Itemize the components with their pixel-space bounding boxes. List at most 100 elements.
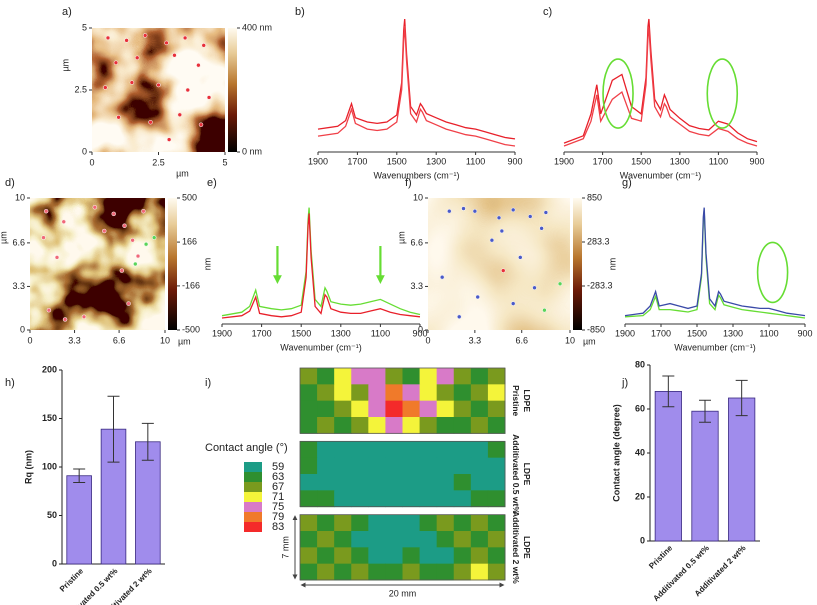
contour-cell bbox=[487, 531, 506, 548]
contour-cell bbox=[368, 474, 386, 491]
contour-cell bbox=[470, 384, 489, 402]
y-axis-label: µm bbox=[60, 59, 70, 72]
x-tick-label: 0 bbox=[425, 335, 430, 345]
contour-cell bbox=[317, 417, 335, 434]
colorbar-tick-label: 500 bbox=[182, 192, 197, 202]
contour-cell bbox=[487, 563, 506, 581]
legend-label: 59 bbox=[272, 461, 284, 473]
contour-cell bbox=[351, 514, 369, 532]
contour-cell bbox=[334, 368, 352, 385]
sample-point bbox=[475, 294, 480, 300]
legend-label: 63 bbox=[272, 471, 284, 483]
contour-cell bbox=[368, 457, 386, 475]
contour-cell bbox=[470, 368, 489, 385]
y-tick-label: 60 bbox=[635, 403, 645, 413]
contour-cell bbox=[402, 417, 421, 434]
sample-point bbox=[185, 87, 191, 93]
sample-point bbox=[501, 268, 506, 273]
contour-cell bbox=[470, 490, 489, 508]
bar bbox=[728, 397, 756, 542]
panel-label: g) bbox=[622, 177, 632, 189]
colorbar bbox=[228, 28, 237, 152]
x-tick-label: 1900 bbox=[308, 156, 328, 166]
map-label: LDPE bbox=[522, 536, 532, 559]
contour-cell bbox=[402, 384, 421, 402]
x-tick-label: 900 bbox=[797, 328, 812, 338]
contour-cell bbox=[385, 547, 403, 565]
contour-cell bbox=[436, 514, 455, 532]
colorbar-tick-label: -166 bbox=[182, 280, 200, 290]
bar bbox=[66, 475, 92, 565]
contour-cell bbox=[385, 384, 403, 402]
highlight-ellipse bbox=[602, 58, 634, 129]
sample-point bbox=[201, 43, 206, 48]
sample-point bbox=[198, 122, 204, 127]
contour-cell bbox=[385, 441, 403, 459]
panel-label: b) bbox=[295, 6, 305, 18]
contour-cell bbox=[470, 563, 489, 581]
map-label: Additivated 2 wt% bbox=[511, 511, 521, 584]
x-tick-label: 1900 bbox=[212, 328, 232, 338]
error-bar bbox=[107, 395, 120, 463]
afm-image bbox=[30, 198, 165, 330]
contour-cell bbox=[436, 563, 455, 581]
contour-cell bbox=[368, 368, 386, 385]
sample-point bbox=[456, 314, 462, 320]
x-axis-label: µm bbox=[583, 336, 596, 346]
sample-point bbox=[182, 35, 188, 41]
bar bbox=[691, 410, 719, 542]
contour-cell bbox=[300, 400, 318, 418]
contour-cell bbox=[300, 368, 318, 385]
x-tick-label: 1300 bbox=[331, 328, 351, 338]
sample-point bbox=[439, 274, 445, 280]
x-tick-label: 1100 bbox=[759, 328, 778, 338]
spectrum-line bbox=[624, 209, 806, 319]
x-tick-label: Pristine bbox=[58, 566, 86, 594]
contour-cell bbox=[300, 514, 318, 532]
sample-point bbox=[102, 228, 107, 234]
contour-cell bbox=[487, 514, 506, 532]
contour-cell bbox=[470, 547, 489, 565]
contour-cell bbox=[317, 490, 335, 508]
y-tick-label: 0 bbox=[418, 324, 423, 334]
contour-cell bbox=[470, 400, 489, 418]
colorbar-tick-label: 283.3 bbox=[587, 236, 610, 246]
contour-cell bbox=[453, 531, 472, 548]
sample-point bbox=[532, 285, 537, 291]
contour-cell bbox=[368, 547, 386, 565]
x-tick-label: 3.3 bbox=[68, 335, 81, 345]
contour-cell bbox=[334, 441, 352, 459]
width-label: 20 mm bbox=[389, 588, 417, 598]
sample-point bbox=[111, 211, 116, 217]
map-frame bbox=[299, 367, 506, 434]
sample-point bbox=[164, 40, 169, 46]
x-tick-label: 0 bbox=[27, 335, 32, 345]
contour-cell bbox=[334, 514, 352, 532]
contour-cell bbox=[300, 563, 318, 581]
contour-cell bbox=[436, 531, 455, 548]
contour-cell bbox=[402, 563, 421, 581]
sample-point bbox=[447, 208, 452, 214]
x-tick-label: Pristine bbox=[647, 543, 675, 571]
contour-cell bbox=[453, 441, 472, 459]
contour-cell bbox=[402, 514, 421, 532]
contour-cell bbox=[419, 384, 438, 402]
sample-point bbox=[119, 268, 125, 273]
contour-cell bbox=[487, 417, 506, 434]
sample-point bbox=[542, 307, 547, 313]
legend-swatch bbox=[244, 472, 262, 482]
x-tick-label: 1700 bbox=[651, 328, 671, 338]
x-axis-label: Wavenumber (cm⁻¹) bbox=[620, 170, 701, 180]
contour-cell bbox=[300, 531, 318, 548]
sample-point bbox=[81, 314, 87, 320]
contour-cell bbox=[487, 490, 506, 508]
x-tick-label: 1700 bbox=[347, 156, 367, 166]
sample-point bbox=[142, 33, 148, 38]
contour-cell bbox=[317, 457, 335, 475]
x-axis-label: µm bbox=[178, 336, 191, 346]
sample-point bbox=[499, 228, 505, 234]
contour-cell bbox=[419, 457, 438, 475]
contour-cell bbox=[453, 400, 472, 418]
legend-title: Contact angle (°) bbox=[205, 442, 288, 454]
